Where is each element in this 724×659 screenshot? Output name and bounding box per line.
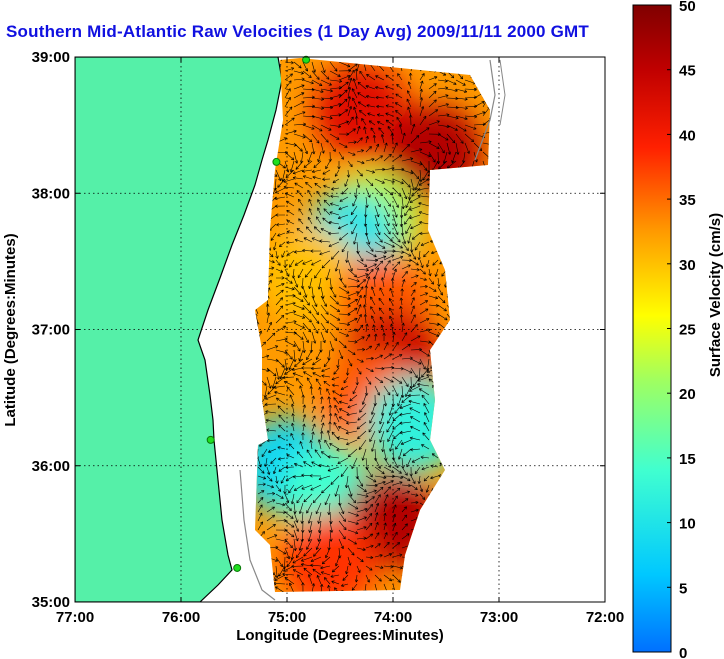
velocity-region bbox=[313, 63, 410, 160]
y-tick-label: 37:00 bbox=[32, 322, 70, 339]
colorbar-tick-label: 40 bbox=[679, 127, 696, 144]
y-tick-label: 36:00 bbox=[32, 458, 70, 475]
x-axis-label: Longitude (Degrees:Minutes) bbox=[236, 627, 444, 644]
colorbar-tick-label: 15 bbox=[679, 451, 696, 468]
x-tick-label: 75:00 bbox=[268, 609, 306, 626]
colorbar-tick-label: 35 bbox=[679, 192, 696, 209]
station-marker bbox=[206, 435, 215, 444]
colorbar-tick-label: 25 bbox=[679, 322, 696, 339]
colorbar-tick-label: 50 bbox=[679, 0, 696, 15]
station-markers bbox=[206, 55, 311, 572]
colorbar-tick-label: 30 bbox=[679, 257, 696, 274]
y-tick-label: 35:00 bbox=[32, 594, 70, 611]
y-axis-label: Latitude (Degrees:Minutes) bbox=[2, 233, 19, 426]
station-marker bbox=[272, 157, 281, 166]
bathymetry-contour bbox=[499, 59, 506, 126]
bathymetry-contour bbox=[474, 59, 496, 161]
chart-title: Southern Mid-Atlantic Raw Velocities (1 … bbox=[6, 22, 589, 41]
velocity-field bbox=[255, 58, 490, 592]
bathymetry-contour bbox=[239, 469, 276, 601]
y-axis: 35:00 36:00 37:00 38:00 39:00 bbox=[32, 49, 605, 611]
colorbar-tick-label: 45 bbox=[679, 63, 696, 80]
colorbar-tick-label: 20 bbox=[679, 386, 696, 403]
velocity-region bbox=[260, 227, 357, 323]
colorbar-tick-label: 0 bbox=[679, 645, 687, 659]
colorbar bbox=[632, 4, 672, 653]
colorbar-axis: 0 5 10 15 20 25 30 35 40 45 50 bbox=[667, 0, 696, 659]
x-tick-label: 76:00 bbox=[162, 609, 200, 626]
station-marker bbox=[302, 55, 311, 64]
x-tick-label: 73:00 bbox=[480, 609, 518, 626]
y-tick-label: 38:00 bbox=[32, 185, 70, 202]
colorbar-tick-label: 10 bbox=[679, 516, 696, 533]
x-axis: 77:00 76:00 75:00 74:00 73:00 72:00 bbox=[56, 57, 624, 626]
grid bbox=[75, 57, 605, 602]
x-tick-label: 74:00 bbox=[374, 609, 412, 626]
station-marker bbox=[233, 563, 242, 572]
x-tick-label: 77:00 bbox=[56, 609, 94, 626]
x-tick-label: 72:00 bbox=[586, 609, 624, 626]
velocity-region bbox=[281, 513, 378, 592]
colorbar-tick-label: 5 bbox=[679, 580, 687, 597]
y-tick-label: 39:00 bbox=[32, 49, 70, 66]
colorbar-label: Surface Velocity (cm/s) bbox=[707, 213, 724, 377]
